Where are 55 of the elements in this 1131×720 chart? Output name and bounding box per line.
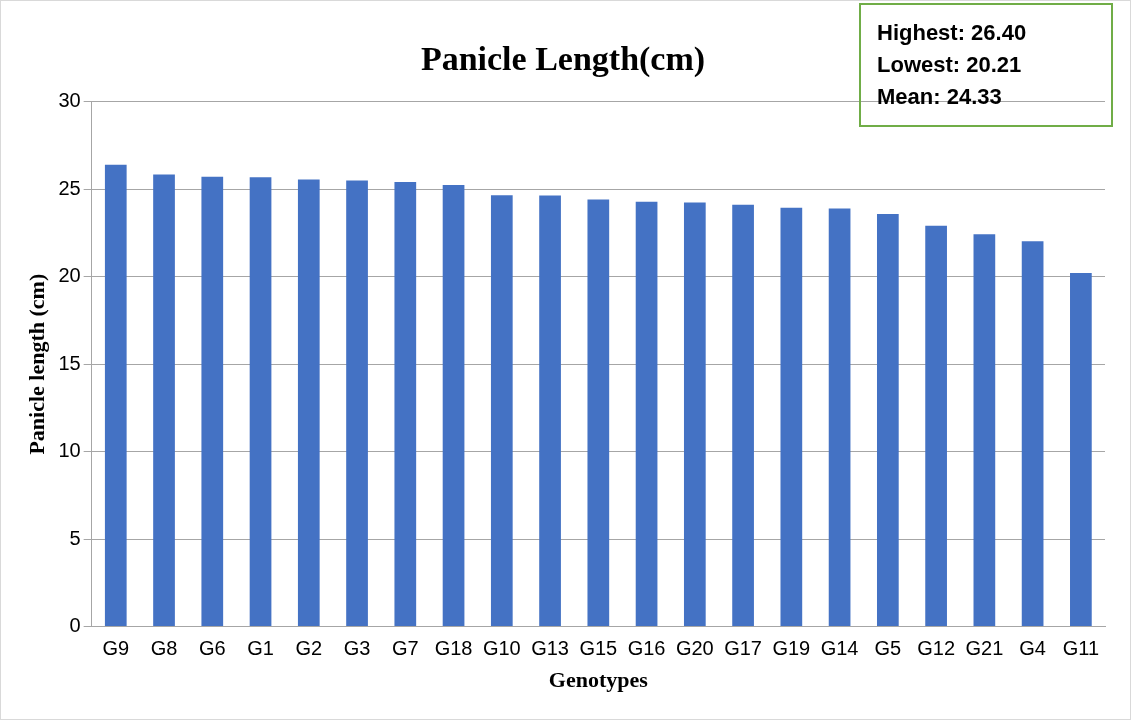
x-tick-label: G16 (627, 637, 666, 660)
x-tick-label: G11 (1062, 637, 1100, 660)
bar (780, 207, 803, 627)
bar (925, 225, 947, 627)
x-tick-label: G2 (295, 637, 323, 660)
x-tick-label: G13 (531, 637, 569, 660)
x-tick-label: G12 (917, 637, 956, 660)
bar (153, 174, 175, 627)
x-tick-label: G14 (820, 637, 859, 660)
x-tick-label: G5 (874, 637, 902, 660)
y-tick-label: 25 (58, 176, 81, 199)
bar (297, 179, 320, 627)
y-tick-label: 20 (58, 264, 81, 287)
x-axis-title: Genotypes (548, 667, 649, 693)
bar (635, 201, 658, 627)
bar (490, 195, 513, 627)
x-tick-label: G9 (102, 637, 130, 660)
x-tick-label: G15 (579, 637, 618, 660)
y-tick-label: 30 (58, 89, 81, 112)
y-tick-label: 15 (58, 351, 81, 374)
bar (249, 177, 272, 627)
annotation: Mean: 24.33 (877, 83, 1003, 111)
x-tick-label: G10 (482, 637, 521, 660)
x-tick-label: G6 (198, 637, 226, 660)
x-tick-label: G20 (675, 637, 714, 660)
x-tick-label: G7 (391, 637, 419, 660)
bar (346, 180, 368, 627)
y-tick-label: 10 (58, 439, 81, 462)
bar (1070, 273, 1092, 627)
x-tick-label: G18 (434, 637, 473, 660)
bar (877, 213, 899, 627)
text: Highest: 26.40 (877, 19, 1027, 47)
bar (683, 202, 706, 627)
x-tick-label: G1 (247, 637, 274, 660)
bar (973, 234, 996, 627)
bar (394, 181, 417, 627)
x-tick-label: G8 (150, 637, 178, 660)
y-tick-label: 5 (69, 526, 81, 549)
y-tick-label: 0 (69, 614, 81, 637)
bar (104, 164, 127, 627)
x-tick-label: G4 (1019, 637, 1046, 660)
x-tick-label: G21 (965, 637, 1004, 660)
chart-title: Panicle Length(cm) (420, 40, 706, 79)
bar (587, 199, 610, 627)
bar (442, 185, 465, 627)
bar (732, 204, 754, 627)
bar (828, 208, 851, 627)
text: Lowest: 20.21 (877, 51, 1023, 79)
y-axis-title: Panicle length (cm) (23, 273, 49, 455)
bar (539, 195, 561, 627)
x-tick-label: G17 (724, 637, 762, 660)
bar (201, 176, 224, 627)
bar (1021, 241, 1044, 627)
x-tick-label: G19 (772, 637, 811, 660)
x-tick-label: G3 (343, 637, 371, 660)
